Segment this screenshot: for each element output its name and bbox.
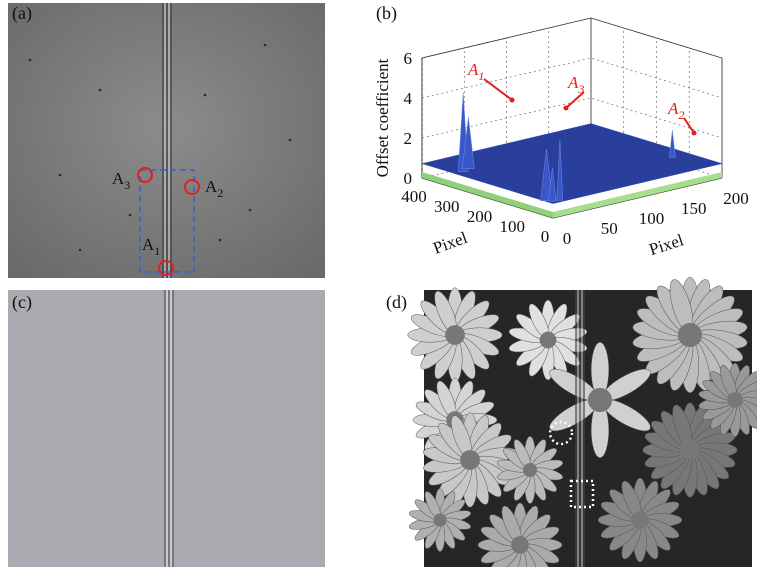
- annotation-sub: 1: [478, 69, 484, 83]
- annotation-text: A: [667, 99, 679, 118]
- speck: [204, 94, 207, 97]
- marker-text: A: [142, 235, 155, 254]
- panel-label: (c): [12, 292, 32, 313]
- annotation: A1: [467, 60, 484, 83]
- annotation-arrowhead: [510, 98, 515, 103]
- surface-spike: [669, 130, 675, 158]
- flower-center: [445, 325, 465, 345]
- y-tick-label: 100: [639, 209, 665, 228]
- grid-line: [422, 18, 722, 58]
- speck: [289, 139, 292, 142]
- z-tick-label: 4: [404, 89, 413, 108]
- panel-d: (d): [386, 277, 757, 567]
- y-axis-label: Pixel: [647, 230, 686, 259]
- annotation-arrow: [684, 118, 694, 133]
- flower-center: [631, 511, 649, 529]
- figure: (a) A1 A2 A3 (c) (d) (b) 024601002003004…: [0, 0, 757, 567]
- y-tick-label: 150: [681, 199, 707, 218]
- annotation: A3: [567, 73, 584, 96]
- y-tick-label: 200: [723, 189, 749, 208]
- marker-sub: 1: [154, 244, 160, 258]
- y-tick-label: 50: [601, 219, 618, 238]
- speck: [249, 209, 252, 212]
- flower-center: [523, 463, 537, 477]
- flower-center: [727, 392, 742, 407]
- x-tick-label: 200: [467, 207, 493, 226]
- x-axis-label: Pixel: [430, 228, 470, 258]
- z-tick-label: 2: [404, 129, 413, 148]
- flower-center: [511, 536, 529, 554]
- z-axis-label: Offset coefficient: [373, 58, 392, 177]
- marker-text: A: [205, 177, 218, 196]
- speck: [264, 44, 267, 47]
- panel-a: (a) A1 A2 A3: [8, 3, 325, 278]
- flower-center: [433, 513, 446, 526]
- annotation-arrow: [566, 92, 584, 108]
- annotation-sub: 2: [678, 108, 684, 122]
- x-tick-label: 400: [401, 187, 427, 206]
- x-tick-label: 0: [541, 227, 550, 246]
- speck: [59, 174, 62, 177]
- annotation-arrowhead: [692, 131, 697, 136]
- flower-center: [680, 440, 700, 460]
- annotation-text: A: [467, 60, 479, 79]
- panel-label: (b): [376, 3, 397, 24]
- speck: [29, 59, 32, 62]
- panel-c: (c): [8, 290, 325, 567]
- y-tick-label: 0: [563, 229, 572, 248]
- panel-label: (a): [12, 3, 32, 24]
- marker-text: A: [112, 169, 125, 188]
- speck: [219, 239, 222, 242]
- annotation-arrowhead: [564, 106, 569, 111]
- z-tick-label: 6: [404, 49, 413, 68]
- z-tick-label: 0: [404, 169, 413, 188]
- x-tick-label: 100: [500, 217, 526, 236]
- annotation: A2: [667, 99, 684, 122]
- flower-center: [460, 450, 480, 470]
- marker-sub: 3: [124, 178, 130, 192]
- panel-label: (d): [386, 292, 407, 313]
- speck: [129, 214, 132, 217]
- panel-b: (b) 02460100200300400050100150200Offset …: [373, 3, 749, 259]
- x-tick-label: 300: [434, 197, 460, 216]
- flower-center: [678, 323, 702, 347]
- speck: [99, 89, 102, 92]
- flower-center: [540, 332, 557, 349]
- marker-sub: 2: [217, 186, 223, 200]
- annotation-arrow: [484, 79, 512, 100]
- flower-center: [588, 388, 612, 412]
- annotation-text: A: [567, 73, 579, 92]
- speck: [79, 249, 82, 252]
